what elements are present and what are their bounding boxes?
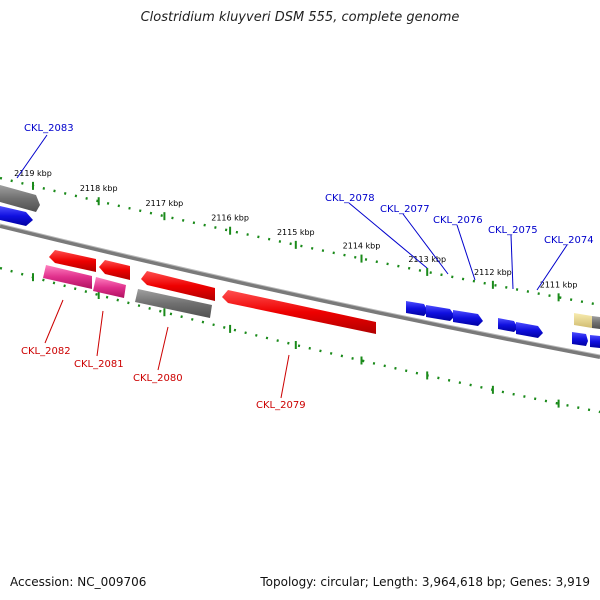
gene-feature[interactable]	[0, 206, 33, 226]
gene-feature[interactable]	[43, 265, 92, 289]
reverse-gene-labels: CKL_2082 CKL_2081 CKL_2080 CKL_2079	[21, 346, 306, 411]
gene-feature[interactable]	[49, 250, 96, 272]
forward-genes	[0, 185, 600, 348]
kbp-label: 2117 kbp	[146, 199, 184, 208]
gene-label[interactable]: CKL_2078	[325, 193, 375, 204]
gene-feature[interactable]	[590, 335, 600, 348]
kbp-label: 2113 kbp	[408, 255, 446, 264]
gene-feature[interactable]	[222, 290, 376, 334]
kbp-label: 2118 kbp	[80, 184, 118, 193]
gene-label[interactable]: CKL_2082	[21, 346, 71, 357]
kbp-label: 2111 kbp	[540, 280, 578, 289]
gene-label[interactable]: CKL_2075	[488, 225, 538, 236]
gene-feature[interactable]	[516, 322, 543, 338]
gene-feature[interactable]	[99, 260, 130, 280]
gene-feature[interactable]	[592, 316, 600, 329]
gene-label[interactable]: CKL_2079	[256, 400, 306, 411]
gene-feature[interactable]	[141, 271, 215, 301]
forward-gene-labels: CKL_2083 CKL_2078 CKL_2077 CKL_2076 CKL_…	[24, 123, 594, 246]
kbp-labels: 2119 kbp 2118 kbp 2117 kbp 2116 kbp 2115 kbp…	[14, 169, 577, 289]
gene-label[interactable]: CKL_2077	[380, 204, 430, 215]
gene-feature[interactable]	[498, 318, 518, 332]
gene-feature[interactable]	[0, 185, 40, 212]
map-title: Clostridium kluyveri DSM 555, complete g…	[140, 10, 460, 25]
lower-tick-ring	[0, 266, 600, 414]
major-ticks	[32, 181, 560, 408]
kbp-label: 2116 kbp	[211, 214, 249, 223]
gene-label[interactable]: CKL_2083	[24, 123, 74, 134]
reverse-label-leaders	[44, 299, 290, 399]
kbp-label: 2115 kbp	[277, 228, 315, 237]
genome-backbone	[0, 224, 600, 359]
forward-label-leaders	[16, 134, 568, 291]
gene-label[interactable]: CKL_2076	[433, 215, 483, 226]
gene-feature[interactable]	[453, 310, 483, 326]
gene-label[interactable]: CKL_2081	[74, 359, 124, 370]
gene-feature[interactable]	[135, 289, 212, 318]
genome-summary: Topology: circular; Length: 3,964,618 bp…	[260, 575, 590, 589]
accession-text: Accession: NC_009706	[10, 575, 147, 589]
gene-label[interactable]: CKL_2074	[544, 235, 594, 246]
kbp-label: 2112 kbp	[474, 268, 512, 277]
gene-feature[interactable]	[572, 332, 588, 346]
gene-label[interactable]: CKL_2080	[133, 373, 183, 384]
reverse-genes	[43, 250, 376, 334]
kbp-label: 2114 kbp	[343, 242, 381, 251]
gene-feature[interactable]	[574, 313, 592, 328]
gene-feature[interactable]	[406, 301, 428, 316]
gene-feature[interactable]	[93, 277, 126, 298]
gene-feature[interactable]	[426, 305, 455, 321]
kbp-label: 2119 kbp	[14, 169, 52, 178]
